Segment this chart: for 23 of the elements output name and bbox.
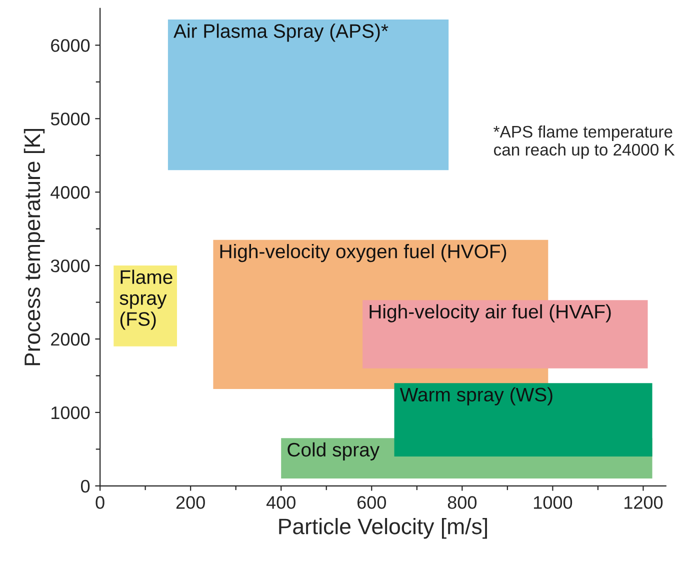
y-tick-label: 2000 xyxy=(51,332,90,346)
annotation: Warm spray (WS) xyxy=(400,387,552,406)
annotation: Air Plasma Spray (APS)* xyxy=(174,24,388,42)
y-tick-label: 1000 xyxy=(52,406,90,420)
x-tick-label: 1200 xyxy=(624,496,663,509)
x-tick-label: 1000 xyxy=(534,496,572,509)
y-tick-label: 3000 xyxy=(50,259,90,272)
annotation: Cold spray xyxy=(288,442,380,460)
annotation: High-velocity oxygen fuel (HVOF) xyxy=(220,244,506,262)
x-tick-label: 400 xyxy=(266,496,296,509)
annotation: High-velocity air fuel (HVAF) xyxy=(370,304,611,322)
y-axis-title: Process temperature [K] xyxy=(24,128,45,366)
x-tick-label: 0 xyxy=(96,496,104,509)
x-axis-title: Particle Velocity [m/s] xyxy=(279,518,487,539)
y-tick-label: 5000 xyxy=(50,112,90,126)
y-tick-label: 4000 xyxy=(50,186,90,199)
annotation: *APS flame temperature can reach up to 24000 K xyxy=(494,125,675,159)
x-tick-label: 600 xyxy=(357,496,386,509)
x-tick-label: 800 xyxy=(448,496,477,509)
y-tick-label: 0 xyxy=(80,480,90,493)
y-tick-label: 6000 xyxy=(51,39,90,52)
x-tick-label: 200 xyxy=(176,496,205,509)
annotation: Flame spray (FS) xyxy=(120,270,172,330)
